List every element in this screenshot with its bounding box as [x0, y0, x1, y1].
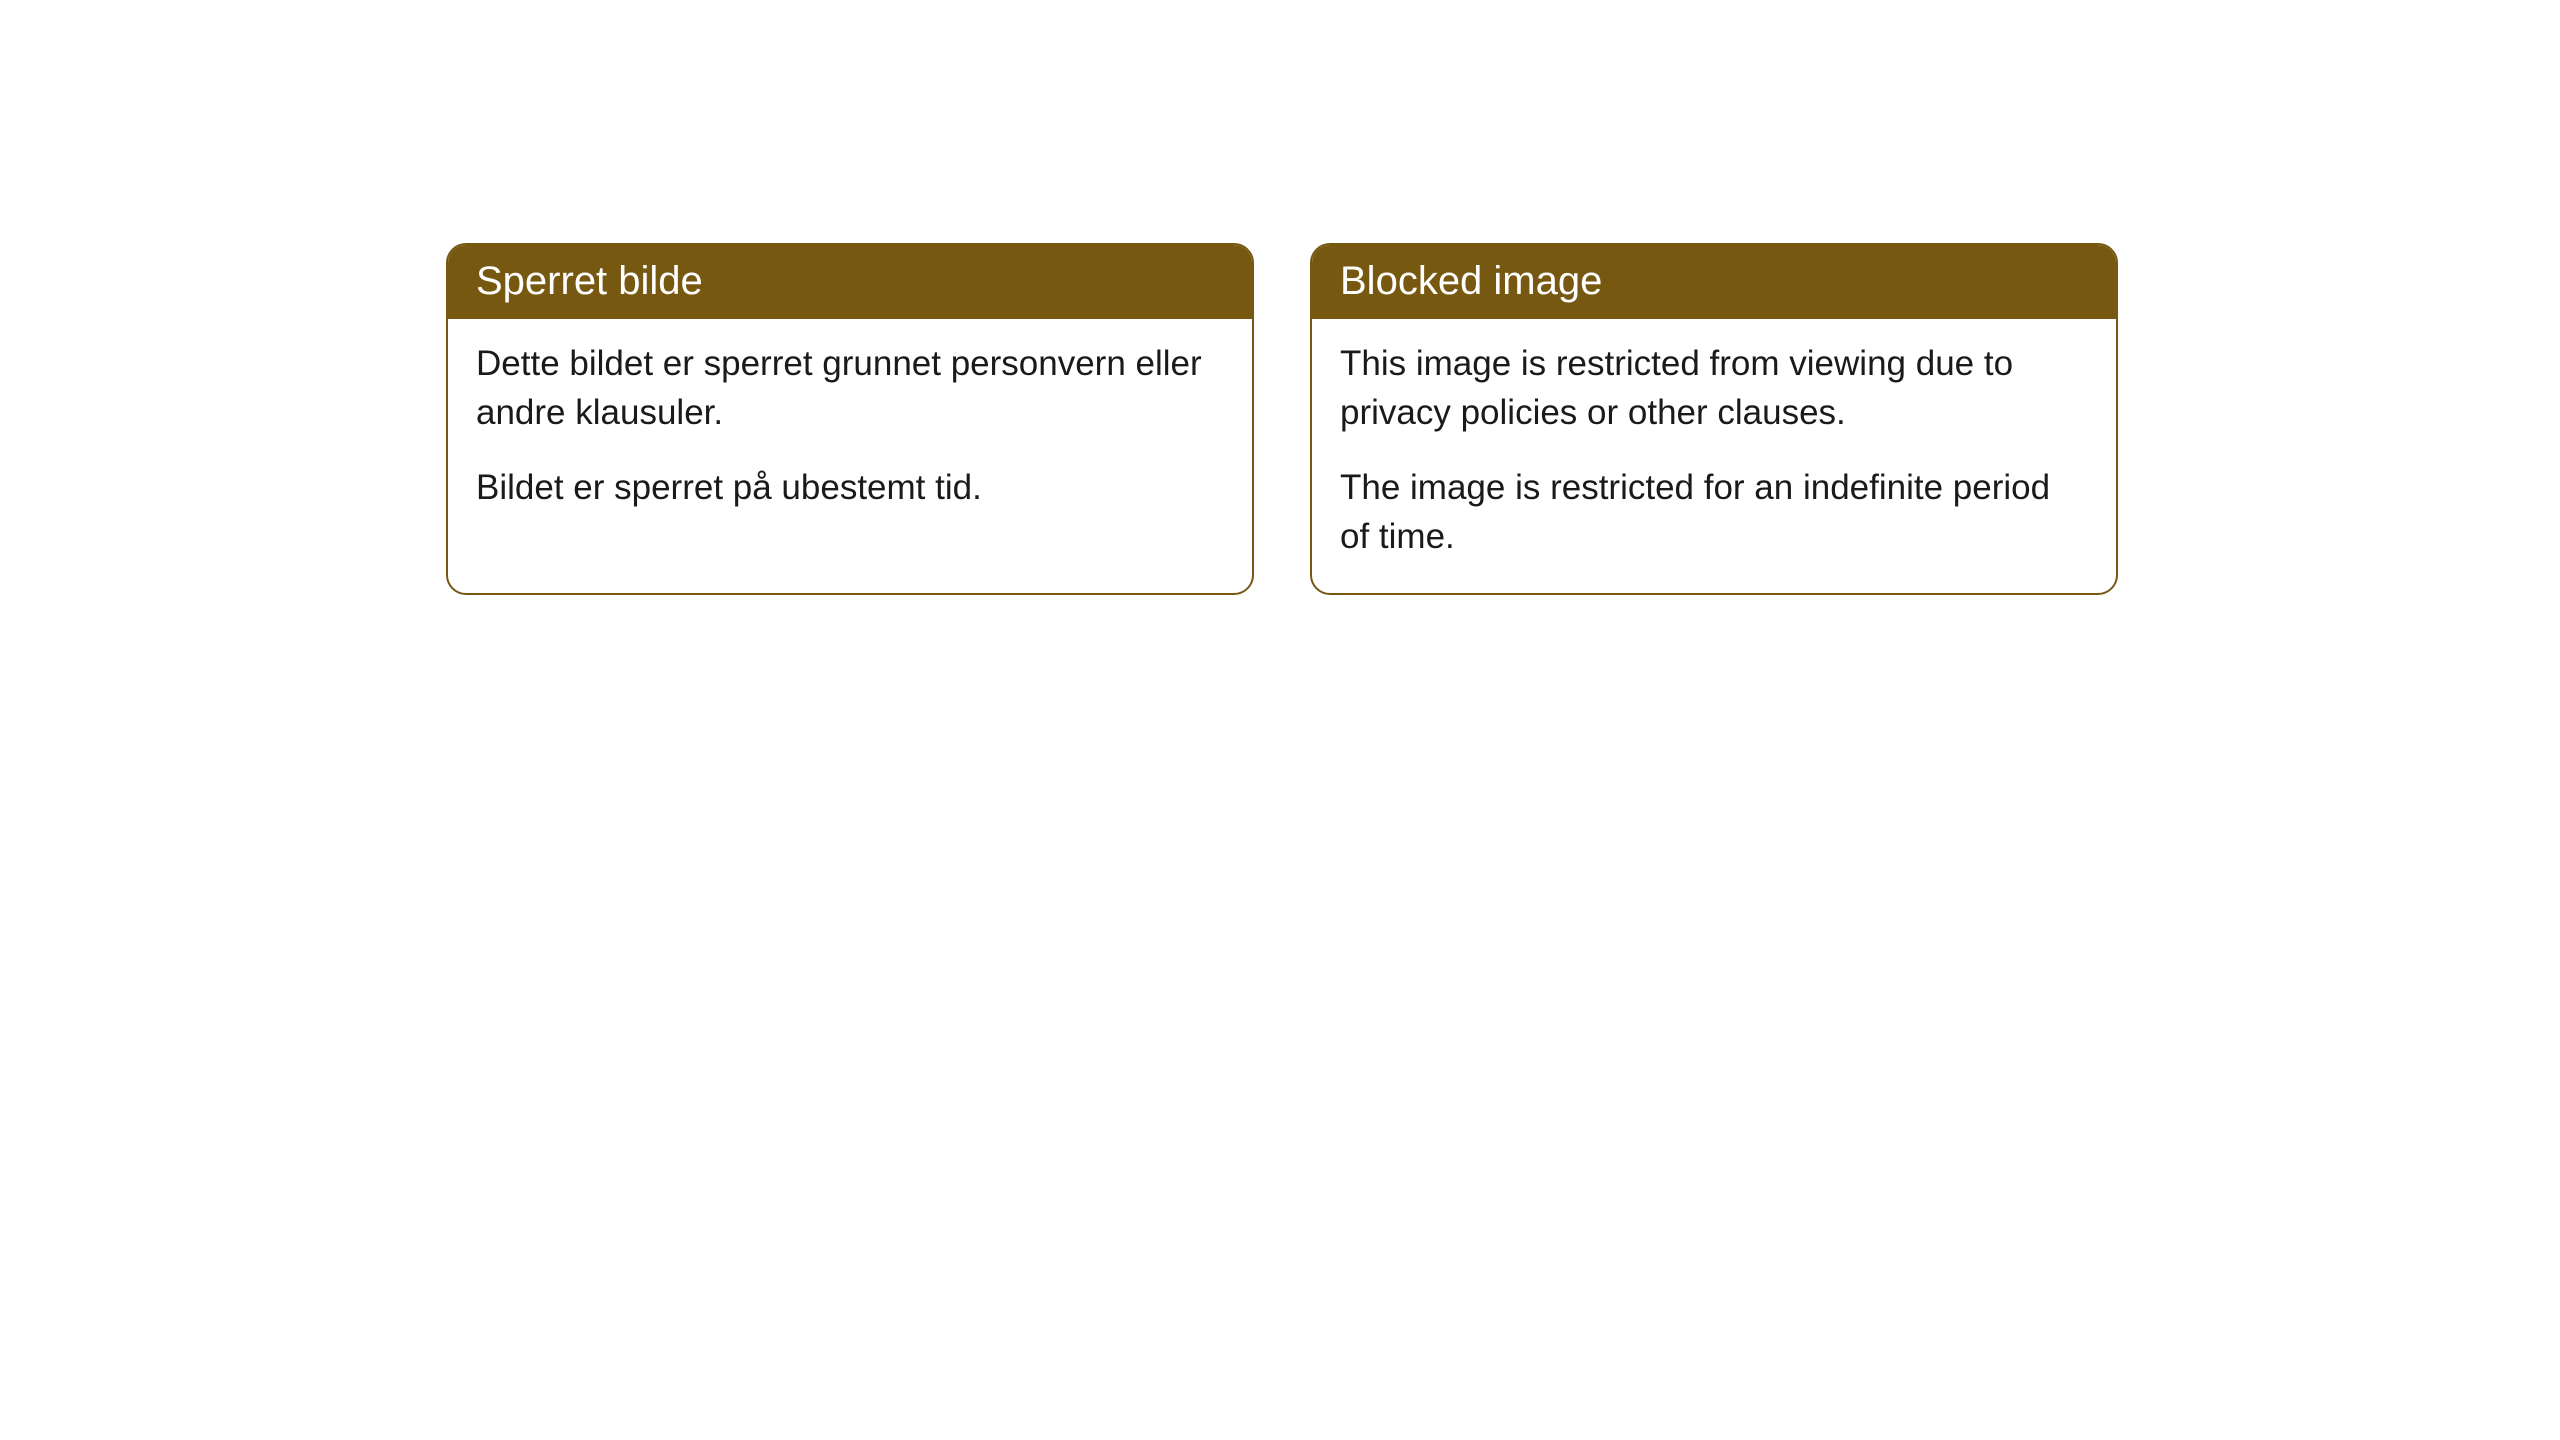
card-paragraph-english-2: The image is restricted for an indefinit…	[1340, 463, 2088, 561]
card-header-english: Blocked image	[1312, 245, 2116, 319]
card-paragraph-english-1: This image is restricted from viewing du…	[1340, 339, 2088, 437]
card-header-norwegian: Sperret bilde	[448, 245, 1252, 319]
card-body-english: This image is restricted from viewing du…	[1312, 319, 2116, 593]
card-paragraph-norwegian-2: Bildet er sperret på ubestemt tid.	[476, 463, 1224, 512]
card-paragraph-norwegian-1: Dette bildet er sperret grunnet personve…	[476, 339, 1224, 437]
notice-card-norwegian: Sperret bilde Dette bildet er sperret gr…	[446, 243, 1254, 595]
notice-card-english: Blocked image This image is restricted f…	[1310, 243, 2118, 595]
card-body-norwegian: Dette bildet er sperret grunnet personve…	[448, 319, 1252, 544]
notice-cards-container: Sperret bilde Dette bildet er sperret gr…	[446, 243, 2118, 595]
